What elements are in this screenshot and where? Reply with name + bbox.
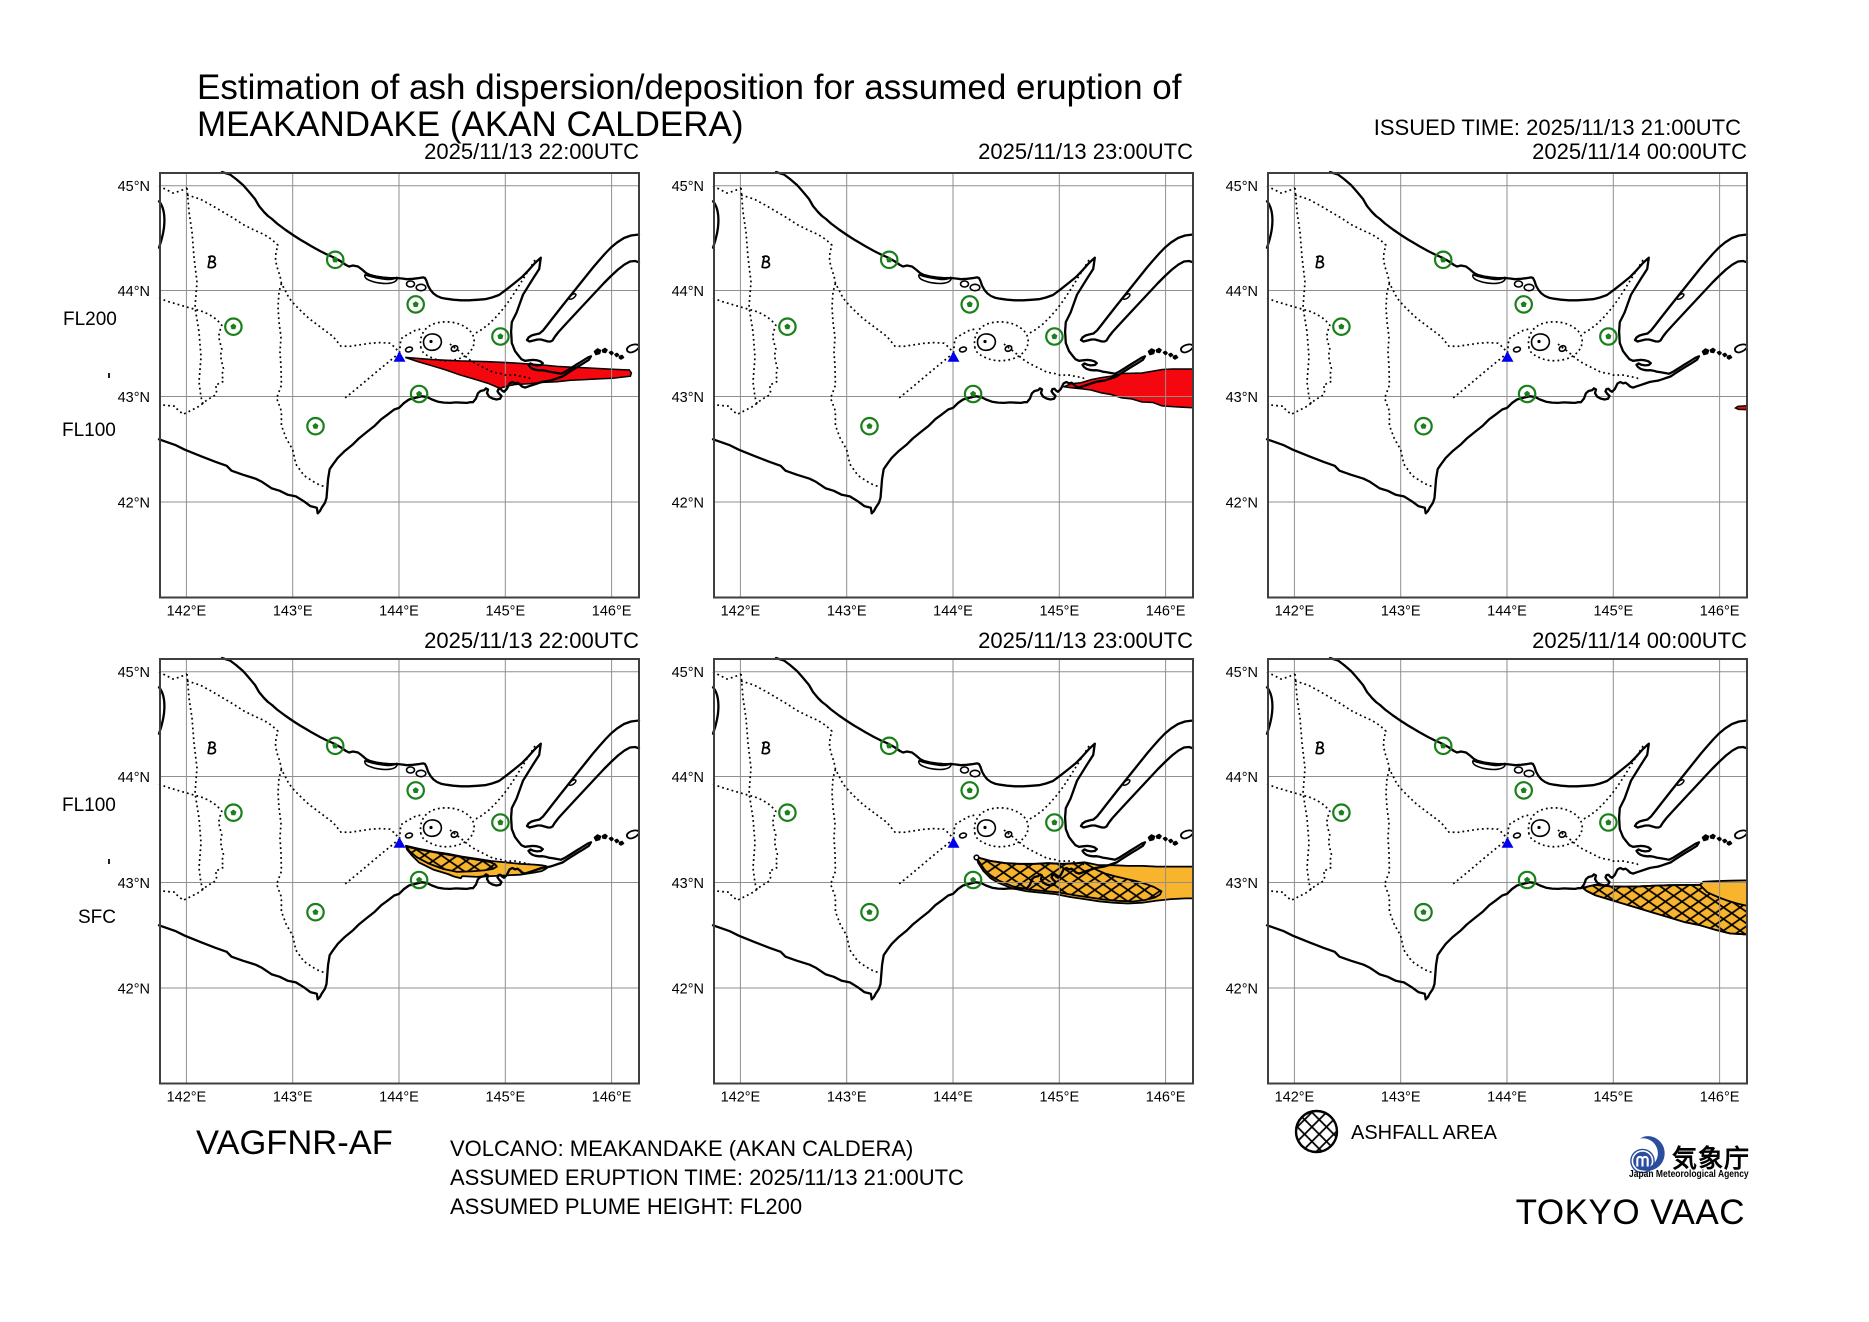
svg-text:2025/11/13 23:00UTC: 2025/11/13 23:00UTC bbox=[978, 139, 1193, 164]
svg-text:2025/11/14 00:00UTC: 2025/11/14 00:00UTC bbox=[1532, 628, 1747, 653]
svg-text:2025/11/13 23:00UTC: 2025/11/13 23:00UTC bbox=[978, 628, 1193, 653]
svg-text:2025/11/14 00:00UTC: 2025/11/14 00:00UTC bbox=[1532, 139, 1747, 164]
svg-text:2025/11/13 22:00UTC: 2025/11/13 22:00UTC bbox=[424, 139, 639, 164]
svg-text:2025/11/13 22:00UTC: 2025/11/13 22:00UTC bbox=[424, 628, 639, 653]
